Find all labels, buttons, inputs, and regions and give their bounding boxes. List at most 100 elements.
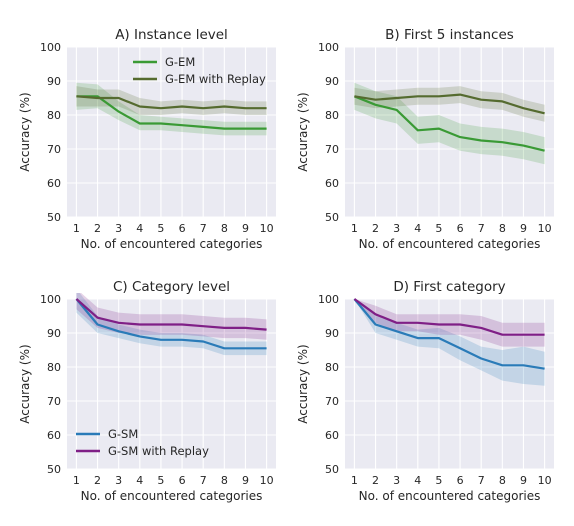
panel-4: 50 60 70 80 90 100 1 2 3 4 5 6 7 8 9 10 D) First categor… <box>296 279 554 503</box>
series-line-1 <box>353 298 545 370</box>
y-tick-label: 80 <box>325 109 339 122</box>
y-tick-label: 50 <box>47 463 61 476</box>
y-tick-label: 100 <box>318 293 339 306</box>
x-tick-label: 10 <box>538 474 552 487</box>
confidence-band-series-1 <box>354 82 545 165</box>
x-tick-label: 7 <box>478 222 485 235</box>
panel-title: D) First category <box>393 279 505 295</box>
y-tick-label: 90 <box>325 75 339 88</box>
y-tick-label: 70 <box>47 143 61 156</box>
y-tick-label: 100 <box>40 41 61 54</box>
y-tick-label: 100 <box>40 293 61 306</box>
confidence-band-series-2 <box>354 86 545 122</box>
x-tick-label: 4 <box>414 222 421 235</box>
x-tick-label: 9 <box>520 222 527 235</box>
y-tick-label: 50 <box>325 211 339 224</box>
series-line-2 <box>75 298 267 331</box>
legend-label: G-SM <box>108 427 138 441</box>
legend-label: G-SM with Replay <box>108 444 209 458</box>
x-tick-label: 6 <box>179 222 186 235</box>
panel-2: 50 60 70 80 90 100 1 2 3 4 5 6 7 8 9 10 B) First 5 insta… <box>296 27 554 251</box>
x-tick-label: 3 <box>393 474 400 487</box>
x-tick-label: 7 <box>478 474 485 487</box>
series-line-1 <box>76 95 267 130</box>
y-tick-label: 90 <box>325 327 339 340</box>
x-tick-label: 10 <box>260 474 274 487</box>
y-tick-label: 70 <box>47 395 61 408</box>
x-tick-label: 1 <box>73 474 80 487</box>
plot-background <box>345 299 554 469</box>
y-tick-label: 50 <box>47 211 61 224</box>
panel-title: B) First 5 instances <box>385 27 514 43</box>
x-tick-label: 1 <box>351 222 358 235</box>
x-tick-label: 8 <box>221 222 228 235</box>
x-tick-label: 10 <box>260 222 274 235</box>
x-tick-label: 4 <box>136 474 143 487</box>
series-line-1 <box>75 298 267 350</box>
y-tick-label: 100 <box>318 41 339 54</box>
x-tick-label: 5 <box>435 474 442 487</box>
panel-1: 50 60 70 80 90 100 1 2 3 4 5 6 7 8 9 10 A) Instance leve… <box>18 27 276 251</box>
x-tick-label: 2 <box>94 222 101 235</box>
x-axis-label: No. of encountered categories <box>81 237 263 251</box>
y-tick-label: 80 <box>325 361 339 374</box>
x-tick-label: 6 <box>457 222 464 235</box>
y-tick-label: 60 <box>325 177 339 190</box>
y-axis-label: Accuracy (%) <box>18 92 32 171</box>
legend-label: G-EM with Replay <box>165 72 266 86</box>
x-tick-label: 2 <box>372 474 379 487</box>
series-line-2 <box>353 298 545 336</box>
x-axis-label: No. of encountered categories <box>81 489 263 503</box>
x-tick-label: 6 <box>457 474 464 487</box>
panel-title: A) Instance level <box>115 27 228 43</box>
x-tick-label: 3 <box>393 222 400 235</box>
x-tick-label: 3 <box>115 474 122 487</box>
x-tick-label: 7 <box>200 222 207 235</box>
legend: G-SM G-SM with Replay <box>76 427 209 458</box>
y-tick-label: 90 <box>47 327 61 340</box>
y-tick-label: 60 <box>47 429 61 442</box>
legend: G-EM G-EM with Replay <box>133 55 266 86</box>
x-tick-label: 5 <box>435 222 442 235</box>
x-tick-label: 8 <box>499 222 506 235</box>
x-tick-label: 5 <box>157 222 164 235</box>
x-tick-label: 8 <box>499 474 506 487</box>
confidence-band-series-1 <box>76 82 267 136</box>
y-tick-label: 80 <box>47 361 61 374</box>
series-line-1 <box>353 95 545 152</box>
plot-background <box>67 47 276 217</box>
y-tick-label: 50 <box>325 463 339 476</box>
panel-title: C) Category level <box>113 279 230 295</box>
x-axis-label: No. of encountered categories <box>359 489 541 503</box>
x-tick-label: 5 <box>157 474 164 487</box>
y-tick-label: 60 <box>325 429 339 442</box>
y-tick-label: 90 <box>47 75 61 88</box>
x-tick-label: 9 <box>520 474 527 487</box>
y-axis-label: Accuracy (%) <box>296 92 310 171</box>
series-line-2 <box>354 93 545 115</box>
x-tick-label: 1 <box>351 474 358 487</box>
y-axis-label: Accuracy (%) <box>18 344 32 423</box>
x-tick-label: 7 <box>200 474 207 487</box>
y-tick-label: 80 <box>47 109 61 122</box>
x-tick-label: 1 <box>73 222 80 235</box>
panel-3: 50 60 70 80 90 100 1 2 3 4 5 6 7 8 9 10 C) Category leve… <box>18 279 276 503</box>
series-line-2 <box>76 95 267 110</box>
x-tick-label: 9 <box>242 474 249 487</box>
x-tick-label: 10 <box>538 222 552 235</box>
y-tick-label: 70 <box>325 143 339 156</box>
y-tick-label: 60 <box>47 177 61 190</box>
x-tick-label: 3 <box>115 222 122 235</box>
confidence-band-series-2 <box>354 299 545 347</box>
x-axis-label: No. of encountered categories <box>359 237 541 251</box>
x-tick-label: 6 <box>179 474 186 487</box>
x-tick-label: 9 <box>242 222 249 235</box>
x-tick-label: 2 <box>94 474 101 487</box>
y-tick-label: 70 <box>325 395 339 408</box>
x-tick-label: 4 <box>136 222 143 235</box>
x-tick-label: 8 <box>221 474 228 487</box>
x-tick-label: 2 <box>372 222 379 235</box>
y-axis-label: Accuracy (%) <box>296 344 310 423</box>
x-tick-label: 4 <box>414 474 421 487</box>
